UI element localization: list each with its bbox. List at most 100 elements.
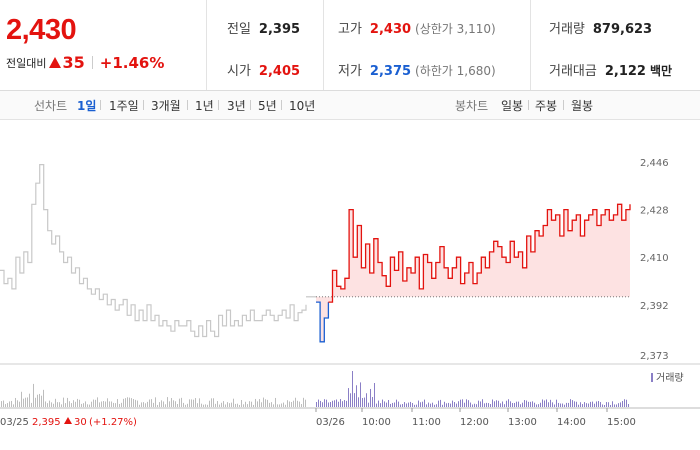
- volume-bar: [165, 404, 166, 407]
- volume-bar: [374, 383, 375, 407]
- volume-bar: [502, 401, 503, 407]
- volume-bar: [95, 399, 96, 407]
- volume-bar: [107, 398, 108, 407]
- prev-day-line-group: [0, 164, 307, 338]
- volume-bar: [522, 402, 523, 407]
- volume-bar: [466, 399, 467, 407]
- volume-bar: [97, 397, 98, 407]
- open-stat: 시가 2,405: [227, 60, 300, 79]
- volume-bar: [89, 404, 90, 407]
- volume-bar: [295, 397, 296, 407]
- x-tick-label: 14:00: [557, 417, 586, 428]
- x-tick-label: 11:00: [412, 417, 441, 428]
- volume-bar: [468, 400, 469, 407]
- volume-bar: [322, 402, 323, 407]
- volume-bar: [430, 403, 431, 407]
- amount-label: 거래대금: [549, 64, 597, 79]
- volume-bar: [408, 402, 409, 407]
- volume-bar: [37, 394, 38, 407]
- prev-close-value: 2,395: [258, 22, 301, 37]
- up-triangle-icon: [64, 417, 72, 424]
- tab-3month[interactable]: 3개월: [151, 99, 181, 113]
- divider: [281, 100, 282, 110]
- volume-bar: [362, 397, 363, 407]
- volume-bar: [51, 402, 52, 407]
- volume-bar: [598, 401, 599, 407]
- volume-bar: [352, 371, 353, 407]
- volume-bar: [253, 404, 254, 407]
- volume-bar: [245, 401, 246, 407]
- volume-bar: [544, 400, 545, 407]
- divider: [528, 100, 529, 110]
- tab-weekly-candle[interactable]: 주봉: [535, 99, 558, 113]
- volume-bar: [305, 399, 306, 407]
- volume-bar: [231, 402, 232, 407]
- volume-bar: [39, 393, 40, 407]
- volume-bar: [384, 401, 385, 407]
- volume-bar: [25, 397, 26, 407]
- volume-bar: [506, 400, 507, 407]
- volume-bar: [434, 404, 435, 407]
- volume-bar: [219, 404, 220, 407]
- volume-bar: [422, 401, 423, 407]
- volume-bar: [243, 404, 244, 407]
- volume-bar: [540, 402, 541, 407]
- volume-bar: [326, 399, 327, 407]
- volume-bar: [113, 402, 114, 407]
- tab-3year[interactable]: 3년: [227, 99, 246, 113]
- y-axis-ticks: 2,446 2,428 2,410 2,392 2,373: [640, 158, 669, 362]
- volume-bar: [293, 400, 294, 407]
- volume-bar: [239, 404, 240, 407]
- volume-bar: [328, 402, 329, 407]
- x-tick-label: 10:00: [362, 417, 391, 428]
- high-label: 고가: [338, 22, 362, 37]
- volume-bar: [532, 401, 533, 407]
- volume-bar: [570, 399, 571, 407]
- tab-1year[interactable]: 1년: [195, 99, 214, 113]
- volume-bar: [45, 401, 46, 407]
- tab-1day[interactable]: 1일: [77, 99, 97, 113]
- tab-1week[interactable]: 1주일: [109, 99, 139, 113]
- volume-bars: [1, 371, 629, 407]
- volume-bar: [350, 393, 351, 407]
- tab-5year[interactable]: 5년: [258, 99, 277, 113]
- tab-10year[interactable]: 10년: [289, 99, 316, 113]
- volume-bar: [159, 402, 160, 407]
- volume-bar: [181, 397, 182, 407]
- volume-bar: [534, 402, 535, 407]
- tab-monthly-candle[interactable]: 월봉: [571, 99, 594, 113]
- tab-daily-candle[interactable]: 일봉: [501, 99, 524, 113]
- volume-stat: 거래량 879,623: [549, 18, 652, 37]
- volume-bar: [476, 404, 477, 407]
- volume-bar: [568, 402, 569, 407]
- volume-bar: [257, 401, 258, 407]
- volume-bar: [580, 402, 581, 407]
- volume-bar: [303, 397, 304, 407]
- volume-bar: [594, 403, 595, 407]
- volume-bar: [77, 398, 78, 407]
- today-down-segment: [316, 301, 330, 343]
- volume-bar: [93, 399, 94, 407]
- volume-bar: [344, 400, 345, 407]
- today-series-line: [328, 203, 631, 303]
- volume-bar: [546, 399, 547, 407]
- volume-bar: [552, 402, 553, 407]
- volume-bar: [354, 393, 355, 407]
- volume-bar: [320, 400, 321, 407]
- volume-bar: [129, 397, 130, 407]
- volume-bar: [21, 391, 22, 407]
- volume-bar: [213, 398, 214, 407]
- volume-bar: [7, 403, 8, 407]
- volume-bar: [251, 401, 252, 407]
- volume-bar: [79, 399, 80, 407]
- volume-bar: [404, 402, 405, 407]
- y-tick-label: 2,410: [640, 253, 669, 264]
- volume-bar: [259, 399, 260, 407]
- volume-bar: [454, 402, 455, 407]
- volume-bar: [265, 399, 266, 407]
- volume-bar: [590, 401, 591, 407]
- y-tick-label: 2,446: [640, 158, 669, 169]
- divider: [250, 100, 251, 110]
- volume-bar: [366, 393, 367, 407]
- volume-bar: [299, 401, 300, 407]
